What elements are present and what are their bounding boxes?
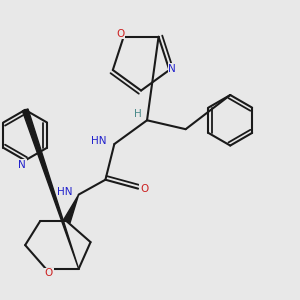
Text: HN: HN	[57, 187, 73, 196]
Text: O: O	[140, 184, 148, 194]
Polygon shape	[22, 109, 79, 269]
Text: H: H	[134, 109, 142, 119]
Text: N: N	[18, 160, 26, 170]
Polygon shape	[64, 195, 79, 223]
Text: HN: HN	[92, 136, 107, 146]
Text: O: O	[45, 268, 53, 278]
Text: N: N	[168, 64, 176, 74]
Text: O: O	[116, 29, 125, 39]
